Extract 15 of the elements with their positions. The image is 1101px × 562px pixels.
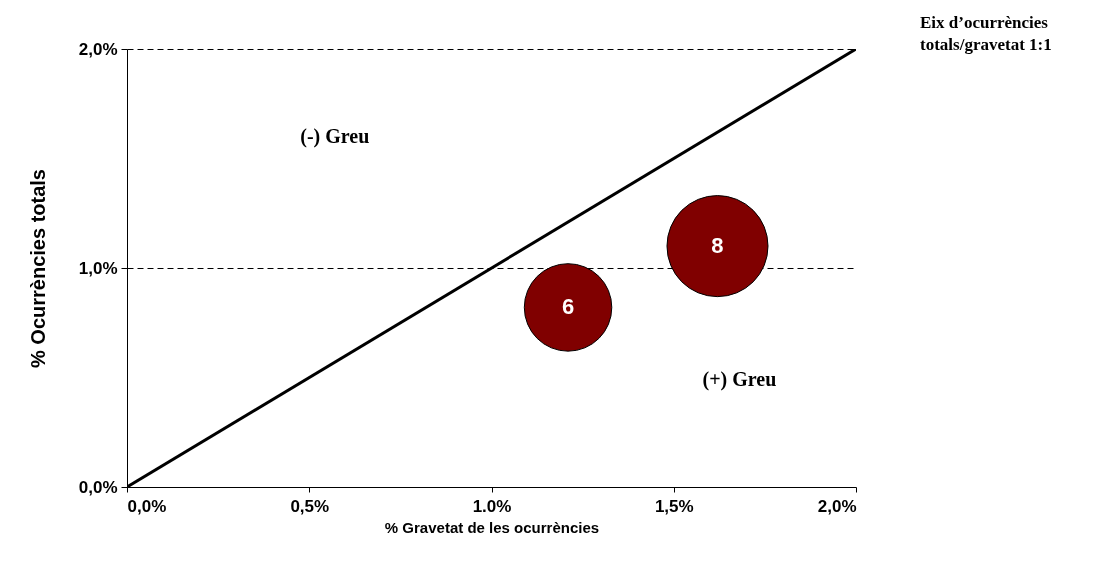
x-tick-label: 1,5% [654,496,694,516]
annotation: (-) Greu [300,124,370,148]
x-tick-label: 1.0% [472,496,512,516]
y-tick-label: 2,0% [78,39,118,59]
annotation: 6 [561,294,575,320]
y-axis-title: % Ocurrències totals [26,169,49,368]
x-tick-label: 2,0% [817,496,857,516]
annotation: 8 [711,233,724,259]
x-axis-title: % Gravetat de les ocurrències [384,518,600,536]
x-tick-label: 0,0% [127,496,167,516]
annotation: (+) Greu [702,367,777,391]
x-tick-label: 0,5% [290,496,330,516]
text: Eix d’ocurrències totals/gravetat 1:1 [920,13,1052,54]
y-tick-label: 1,0% [78,258,118,278]
y-tick-label: 0,0% [78,477,118,497]
